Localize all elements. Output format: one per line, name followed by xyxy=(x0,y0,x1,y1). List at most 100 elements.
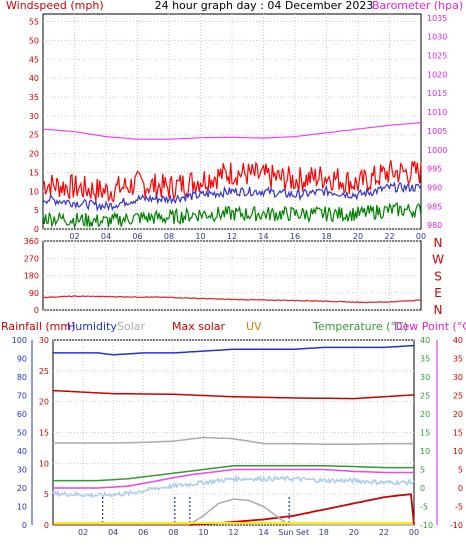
wind-y-tick: 30 xyxy=(29,112,39,121)
dew-point-y-tick: 10 xyxy=(453,447,463,456)
rain-y-tick: 25 xyxy=(39,367,49,376)
series-line-humidity xyxy=(53,344,415,356)
windspeed-axis-label: Windspeed (mph) xyxy=(6,0,104,12)
x-tick-label: 06 xyxy=(138,528,148,537)
direction-plot-series xyxy=(42,295,421,304)
barometer-y-tick: 1015 xyxy=(427,89,447,98)
series-line-wind-avg xyxy=(42,181,422,212)
dew-point-y-tick: 25 xyxy=(453,392,463,401)
humidity-y-tick: 50 xyxy=(17,429,27,438)
graph-title: 24 hour graph day : 04 December 2023 xyxy=(155,0,374,12)
series-line-dew-point xyxy=(53,468,414,489)
x-tick-label: 08 xyxy=(164,232,174,241)
barometer-y-tick: 980 xyxy=(427,221,442,230)
dew-point-y-tick: 40 xyxy=(453,336,463,345)
dew-point-y-tick: 20 xyxy=(453,410,463,419)
dew-point-y-tick: 0 xyxy=(458,484,463,493)
wind-y-tick: 40 xyxy=(29,74,39,83)
x-tick-label: 08 xyxy=(168,528,178,537)
x-tick-label: 14 xyxy=(258,528,268,537)
wind-y-tick: 5 xyxy=(34,206,39,215)
compass-label: W xyxy=(432,253,444,267)
x-tick-label: 02 xyxy=(69,232,79,241)
rain-plot-series xyxy=(52,344,415,526)
temperature-y-tick: -5 xyxy=(420,503,428,512)
dew-point-y-tick: 15 xyxy=(453,429,463,438)
x-tick-label: 14 xyxy=(258,232,268,241)
direction-y-tick: 0 xyxy=(34,306,39,315)
x-tick-label: 22 xyxy=(384,232,394,241)
max-solar-label: Max solar xyxy=(172,320,225,333)
dew-point-y-tick: 35 xyxy=(453,355,463,364)
x-tick-label: 16 xyxy=(290,232,300,241)
x-tick-label: 18 xyxy=(319,528,329,537)
temperature-y-tick: 40 xyxy=(420,336,430,345)
wind-y-tick: 20 xyxy=(29,150,39,159)
rain-plot-grid xyxy=(53,339,414,526)
wind-y-tick: 15 xyxy=(29,168,39,177)
humidity-y-tick: 60 xyxy=(17,410,27,419)
temperature-y-tick: 0 xyxy=(420,484,425,493)
humidity-label: Humidity xyxy=(67,320,117,333)
rain-y-tick: 20 xyxy=(39,398,49,407)
humidity-y-tick: 80 xyxy=(17,373,27,382)
humidity-y-tick: 30 xyxy=(17,466,27,475)
direction-y-tick: 180 xyxy=(24,272,39,281)
wind-y-tick: 55 xyxy=(29,18,39,27)
series-line-wind-gust xyxy=(42,160,422,203)
compass-label: N xyxy=(434,236,443,250)
compass-label: S xyxy=(434,269,442,283)
x-tick-label: 20 xyxy=(353,232,363,241)
barometer-y-tick: 990 xyxy=(427,184,442,193)
wind-y-tick: 35 xyxy=(29,93,39,102)
series-line-direction xyxy=(42,295,421,304)
barometer-y-tick: 1025 xyxy=(427,51,447,60)
wind-plot-area xyxy=(42,13,422,230)
temperature-y-tick: -10 xyxy=(420,521,433,530)
wind-plot-axes: 0510152025303540455055980985990995100010… xyxy=(29,14,448,241)
series-line-feels-like xyxy=(52,473,415,498)
temperature-label: Temperature (°C) xyxy=(312,320,408,333)
dew-point-y-tick: 30 xyxy=(453,373,463,382)
barometer-y-tick: 995 xyxy=(427,165,442,174)
barometer-y-tick: 1005 xyxy=(427,127,447,136)
wind-barometer-panel: 0510152025303540455055980985990995100010… xyxy=(6,0,463,241)
humidity-y-tick: 10 xyxy=(17,503,27,512)
dew-point-y-tick: -10 xyxy=(450,521,463,530)
direction-y-tick: 270 xyxy=(24,254,39,263)
temperature-y-tick: 30 xyxy=(420,373,430,382)
temperature-y-tick: 5 xyxy=(420,466,425,475)
series-line-max-solar xyxy=(52,389,415,400)
direction-y-tick: 360 xyxy=(24,237,39,246)
x-tick-label: 04 xyxy=(108,528,118,537)
direction-y-tick: 90 xyxy=(29,289,39,298)
series-line-solar xyxy=(53,436,414,445)
x-tick-label: 18 xyxy=(321,232,331,241)
x-tick-label: 10 xyxy=(195,232,205,241)
x-tick-label: 00 xyxy=(416,232,426,241)
humidity-y-tick: 100 xyxy=(12,336,27,345)
temperature-y-tick: 10 xyxy=(420,447,430,456)
uv-label: UV xyxy=(246,320,262,333)
series-line-temperature xyxy=(53,465,414,482)
x-tick-label: 00 xyxy=(409,528,419,537)
rain-y-tick: 15 xyxy=(39,429,49,438)
barometer-axis-label: Barometer (hpa) xyxy=(372,0,463,12)
wind-y-tick: 10 xyxy=(29,187,39,196)
barometer-y-tick: 1000 xyxy=(427,146,447,155)
x-tick-label: 04 xyxy=(101,232,111,241)
series-line-barometer xyxy=(42,122,422,140)
temperature-y-tick: 35 xyxy=(420,355,430,364)
barometer-y-tick: 1010 xyxy=(427,108,447,117)
wind-y-tick: 0 xyxy=(34,225,39,234)
rainfall-label: Rainfall (mm) xyxy=(1,320,75,333)
x-tick-label: 06 xyxy=(132,232,142,241)
x-tick-label: 20 xyxy=(349,528,359,537)
humidity-y-tick: 90 xyxy=(17,355,27,364)
dew-point-label: Dew Point (°C) xyxy=(394,320,466,333)
wind-y-tick: 50 xyxy=(29,36,39,45)
